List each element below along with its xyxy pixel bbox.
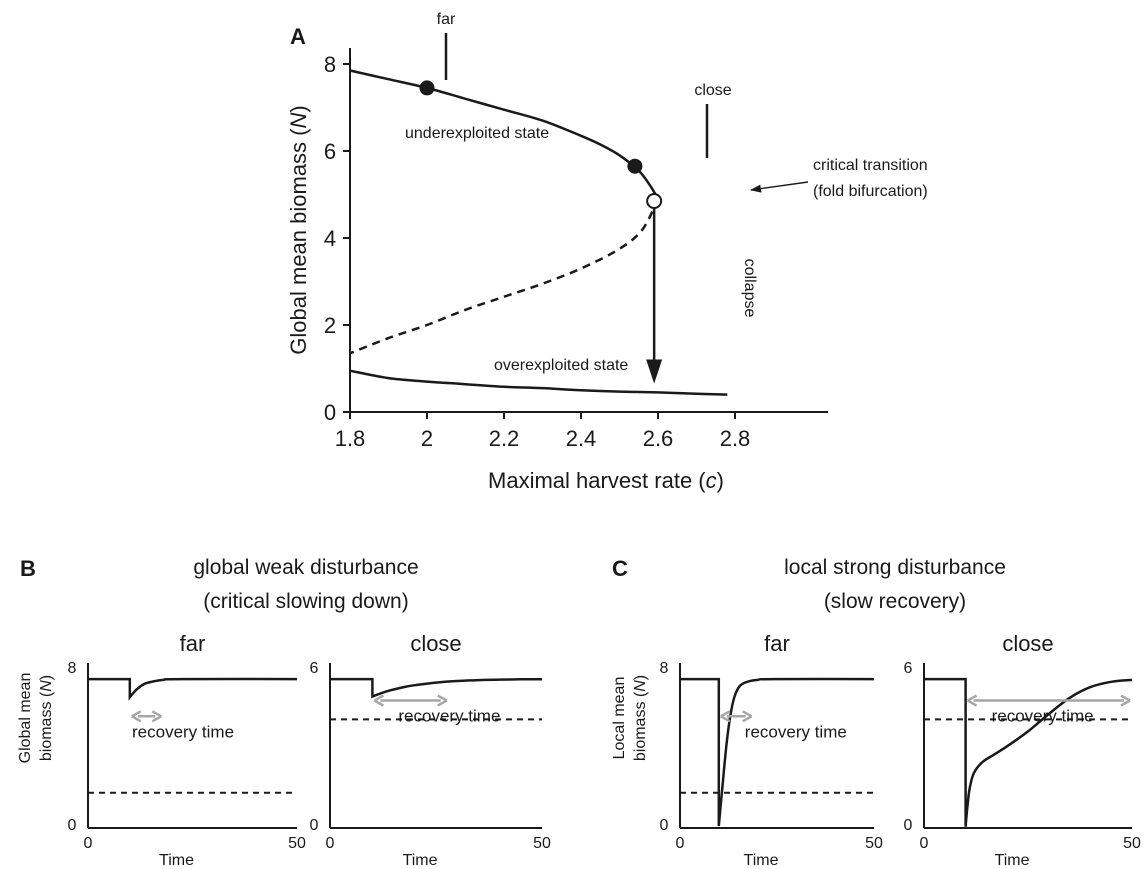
fold-point (646, 193, 663, 210)
recovery-arrow-left-head (373, 694, 385, 707)
subplot-y-tick-label: 6 (310, 660, 319, 677)
subplot-y-tick-label: 8 (660, 660, 669, 677)
panel-a-y-axis-title: Global mean biomass (N) (286, 105, 311, 354)
biomass-trajectory (680, 677, 875, 827)
lower-stable-branch (349, 369, 728, 396)
subplot-x-axis-title: Time (744, 852, 779, 869)
subplot-title: close (1002, 631, 1053, 656)
underexploited-label: underexploited state (405, 125, 549, 142)
panel-a-points (419, 80, 663, 210)
panel-b-close-chart: close 6 00 50 Time recovery time (310, 631, 551, 869)
close-marker-label: close (694, 82, 731, 99)
subplot-title: far (180, 631, 206, 656)
critical-transition-label: critical transition (813, 157, 928, 174)
subplot-x-tick-label: 50 (533, 835, 551, 852)
panel-c-letter: C (612, 556, 628, 581)
panel-a-y-tick-label: 2 (324, 313, 336, 338)
recovery-time-label: recovery time (992, 707, 1094, 726)
recovery-arrow-right-head (742, 710, 753, 723)
panel-c-far-chart: far 8 00 50 Time recovery time (660, 631, 883, 869)
recovery-time-label: recovery time (132, 722, 234, 741)
panel-b: B global weak disturbance (critical slow… (20, 556, 419, 613)
subplot-x-tick-label: 50 (865, 835, 883, 852)
subplot-x-tick-label: 50 (1123, 835, 1141, 852)
panel-c-title-line2: (slow recovery) (824, 590, 966, 613)
collapse-arrowhead (646, 359, 663, 384)
transition-pointer-arrow (750, 181, 809, 193)
panel-a-y-tick-label: 6 (324, 139, 336, 164)
subplot-y-tick-label: 6 (904, 660, 913, 677)
subplot-x-axis-title: Time (403, 852, 438, 869)
panel-a-x-tick-label: 2.8 (720, 426, 751, 451)
recovery-arrow-right-head (437, 694, 448, 707)
close-point (627, 158, 643, 174)
panel-a-y-tick-label: 4 (324, 226, 336, 251)
fold-bifurcation-label: (fold bifurcation) (813, 183, 928, 200)
subplot-x-tick-label: 0 (326, 835, 335, 852)
panel-a: A 0 2 4 6 8 1.8 2 2.2 2.4 2.6 2.8 Global mean bio… (286, 11, 928, 493)
subplot-y-tick-label: 0 (660, 817, 669, 834)
panel-b-y-axis-title-line2: biomass (N) (38, 675, 55, 761)
panel-a-y-tick-label: 8 (324, 52, 336, 77)
subplot-x-axis-title: Time (159, 852, 194, 869)
subplot-x-axis-title: Time (995, 852, 1030, 869)
panel-c-close-chart: close 6 00 50 Time recovery time (904, 631, 1141, 869)
subplot-title: close (410, 631, 461, 656)
far-point (419, 80, 435, 96)
subplot-x-tick-label: 50 (288, 835, 306, 852)
panel-a-y-tick-label: 0 (324, 400, 336, 425)
far-marker-label: far (437, 11, 456, 28)
panel-a-series (349, 69, 728, 396)
panel-a-x-tick-label: 2 (421, 426, 433, 451)
subplot-y-tick-label: 0 (310, 817, 319, 834)
panel-c-y-axis-title-line2: biomass (N) (632, 675, 649, 761)
panel-b-letter: B (20, 556, 36, 581)
subplot-title: far (764, 631, 790, 656)
biomass-trajectory (924, 677, 1133, 827)
recovery-arrow-right-head (1120, 694, 1131, 707)
subplot-y-tick-label: 8 (68, 660, 77, 677)
subplot-x-tick-label: 0 (84, 835, 93, 852)
panel-a-letter: A (290, 24, 306, 49)
panel-a-x-tick-label: 2.4 (566, 426, 597, 451)
subplot-y-tick-label: 0 (68, 817, 77, 834)
panel-b-title-line2: (critical slowing down) (203, 590, 408, 613)
recovery-arrow-left-head (720, 710, 731, 723)
overexploited-label: overexploited state (494, 357, 628, 374)
recovery-arrow-right-head (151, 710, 162, 723)
subplot-y-tick-label: 0 (904, 817, 913, 834)
panel-a-x-tick-label: 1.8 (335, 426, 366, 451)
collapse-label: collapse (741, 259, 758, 318)
panel-a-x-axis-title: Maximal harvest rate (c) (488, 468, 724, 493)
subplot-x-tick-label: 0 (676, 835, 685, 852)
panel-b-title-line1: global weak disturbance (193, 556, 418, 579)
unstable-branch (349, 198, 660, 355)
subplot-x-tick-label: 0 (920, 835, 929, 852)
panel-c-title-line1: local strong disturbance (784, 556, 1006, 579)
panel-c-y-axis-title-line1: Local mean (611, 677, 628, 760)
panel-a-y-ticks: 0 2 4 6 8 (324, 52, 350, 425)
biomass-trajectory (330, 677, 542, 699)
biomass-trajectory (88, 677, 298, 701)
recovery-arrow-left-head (966, 694, 978, 707)
panel-c: C local strong disturbance (slow recover… (612, 556, 1006, 613)
panel-b-far-chart: far 8 00 50 Time recovery time (68, 631, 306, 869)
panel-b-y-axis-title-line1: Global mean (17, 673, 34, 764)
recovery-arrow-left-head (131, 710, 142, 723)
recovery-time-label: recovery time (745, 722, 847, 741)
panel-a-x-tick-label: 2.6 (643, 426, 674, 451)
recovery-time-label: recovery time (398, 707, 500, 726)
panel-a-x-ticks: 1.8 2 2.2 2.4 2.6 2.8 (335, 412, 751, 451)
panel-a-x-tick-label: 2.2 (489, 426, 520, 451)
